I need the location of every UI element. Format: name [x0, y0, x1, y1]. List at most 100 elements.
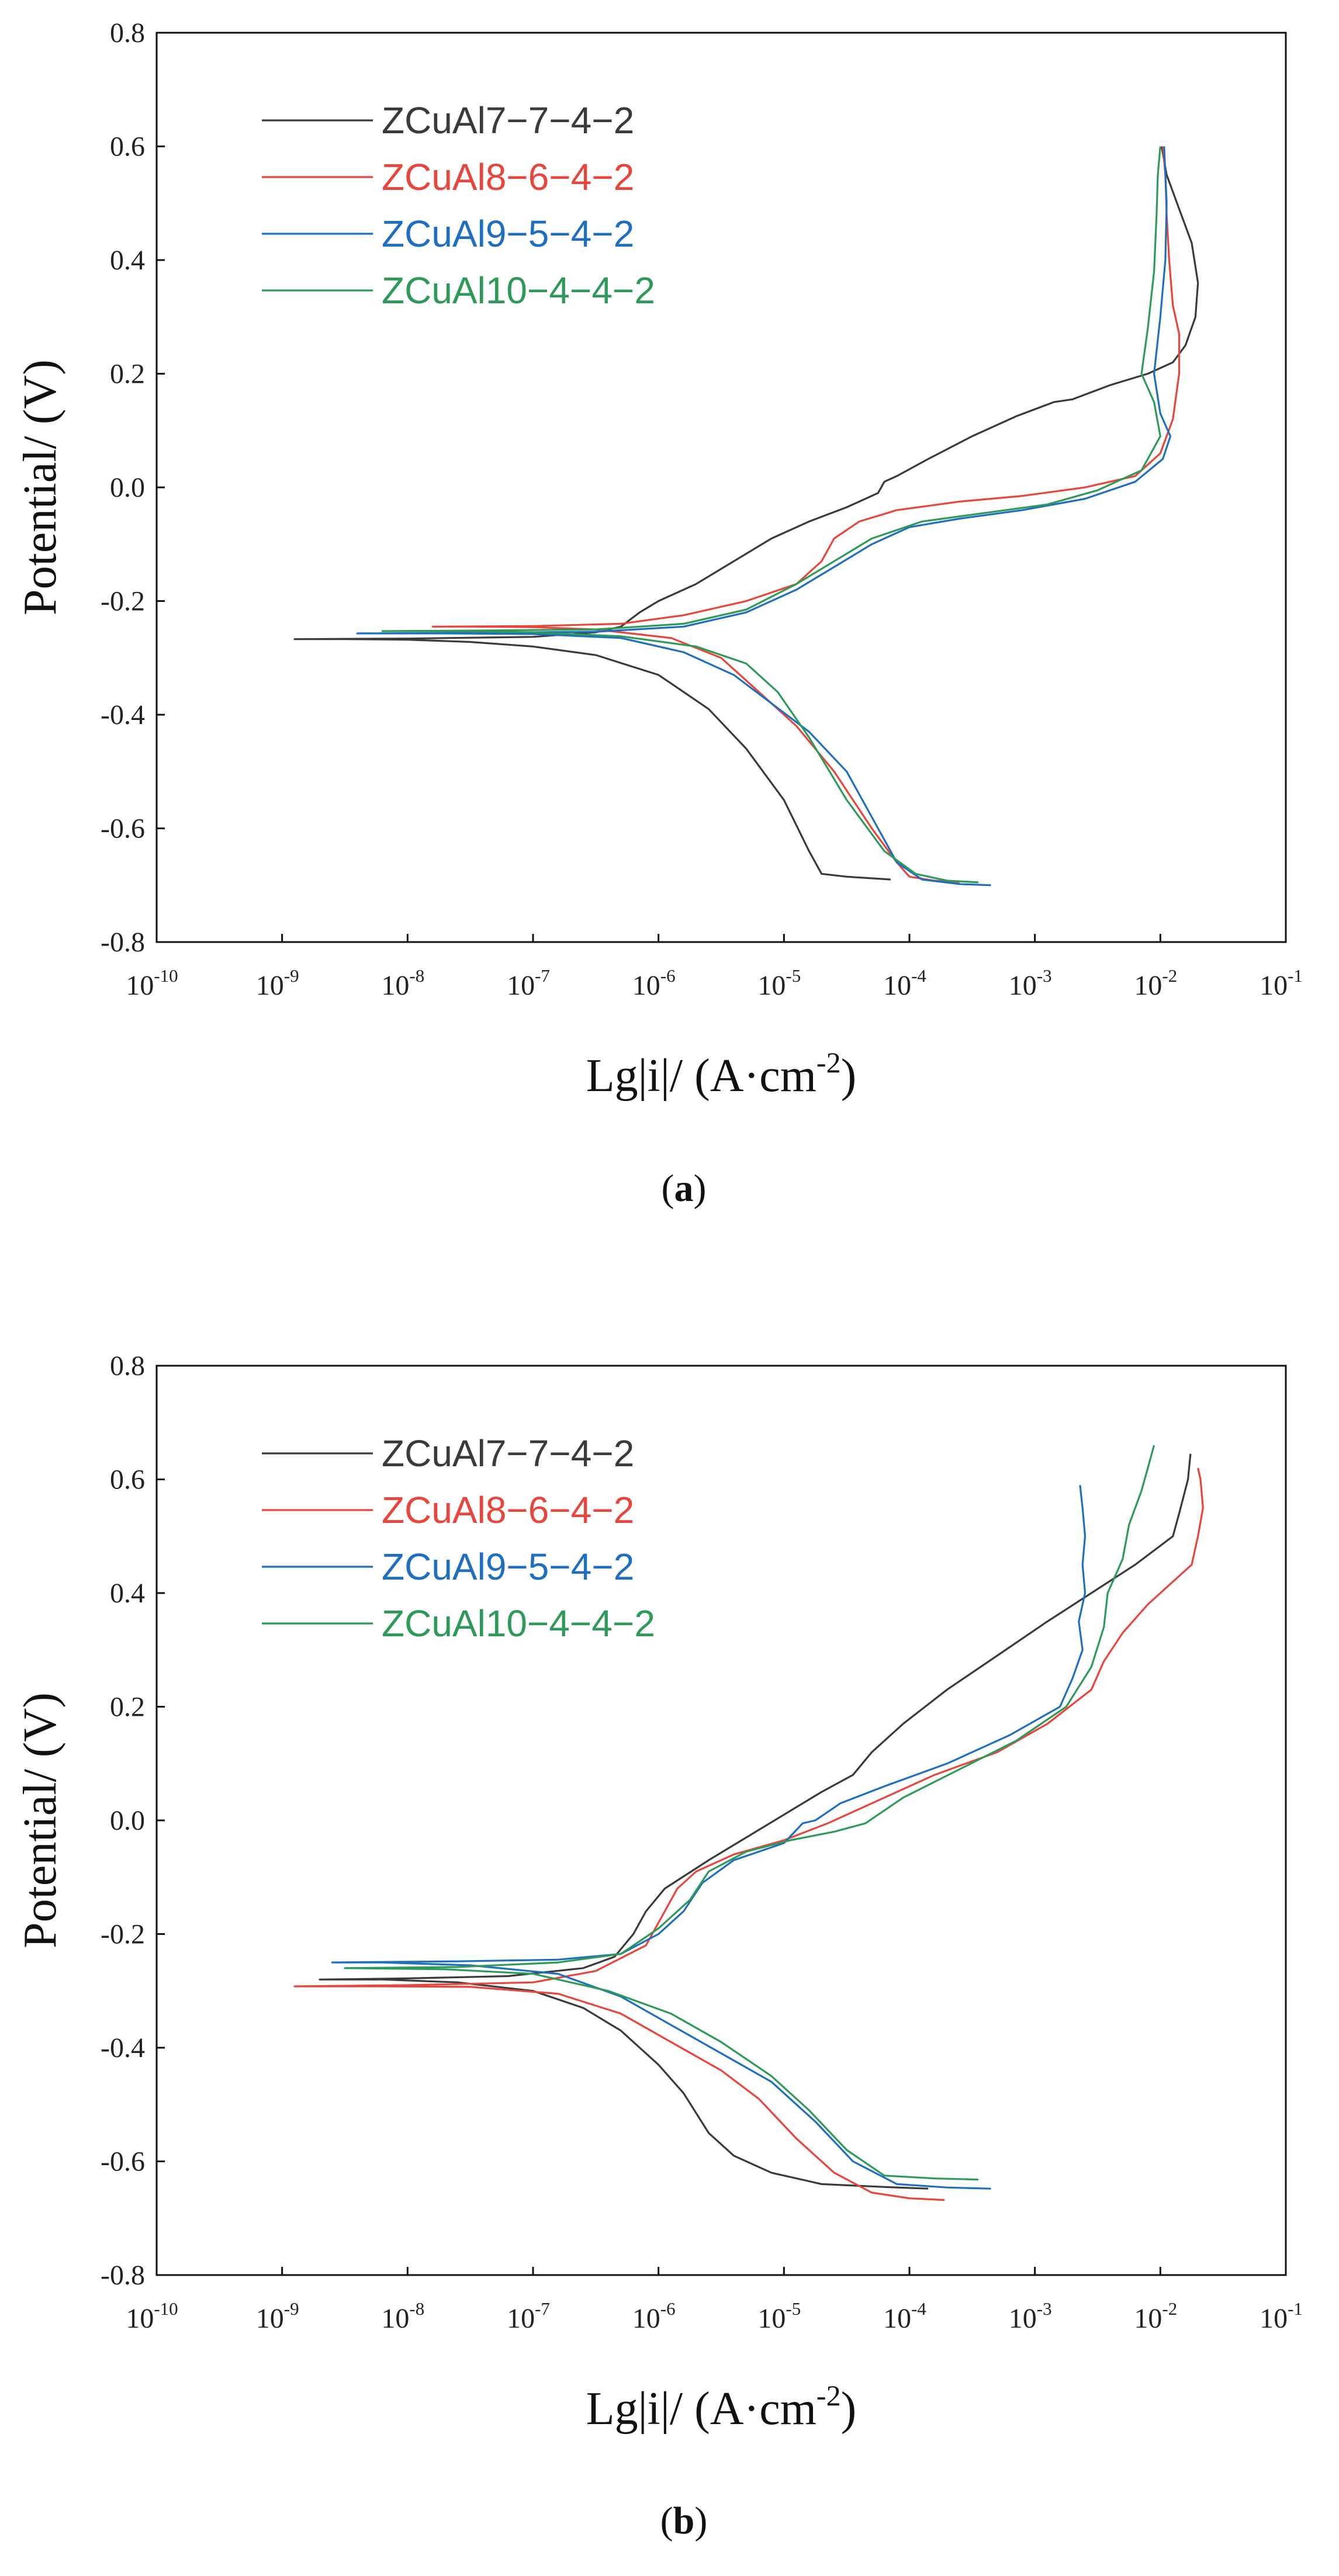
x-tick-label: 10-1 [1260, 965, 1303, 1001]
panel-label-b-close: ) [694, 2499, 707, 2542]
y-tick-label: 0.2 [110, 359, 145, 390]
x-tick-base: 10 [632, 970, 660, 1001]
x-tick-label: 10-2 [1134, 2298, 1177, 2334]
x-tick-exponent: -3 [1037, 2298, 1052, 2319]
x-tick-label: 10-5 [757, 965, 801, 1001]
x-tick-base: 10 [126, 970, 154, 1001]
series-line-4 [381, 146, 1161, 884]
series-line-3 [331, 1485, 1087, 2190]
y-axis-label: Potential/ (V) [15, 359, 66, 615]
y-tick-label: -0.8 [101, 2260, 145, 2291]
legend-label: ZCuAl10−4−4−2 [382, 269, 655, 311]
y-tick-label: 0.4 [110, 1578, 145, 1609]
x-tick-base: 10 [1009, 970, 1037, 1001]
x-tick-label: 10-9 [256, 2298, 299, 2334]
x-axis-label-main: Lg|i|/ (A·cm [586, 1050, 816, 1102]
x-axis-label-main: Lg|i|/ (A·cm [586, 2383, 816, 2435]
x-tick-label: 10-4 [883, 2298, 926, 2334]
x-tick-exponent: -3 [1037, 965, 1052, 986]
x-tick-base: 10 [632, 2303, 660, 2334]
panel-a: -0.8-0.6-0.4-0.20.00.20.40.60.810-10 10-9… [15, 18, 1303, 1102]
x-tick-base: 10 [126, 2303, 154, 2334]
x-tick-base: 10 [1260, 2303, 1288, 2334]
x-tick-label: 10-9 [256, 965, 299, 1001]
x-tick-exponent: -2 [1162, 965, 1177, 986]
legend-label: ZCuAl9−5−4−2 [382, 1546, 634, 1588]
series-line-2 [431, 146, 1181, 884]
x-tick-base: 10 [757, 2303, 786, 2334]
x-tick-label: 10-6 [632, 965, 676, 1001]
x-tick-exponent: -7 [535, 965, 550, 986]
x-tick-label: 10-10 [126, 2298, 178, 2334]
series-line-3 [356, 146, 1172, 887]
series-line-1 [293, 146, 1199, 881]
x-tick-base: 10 [757, 970, 786, 1001]
x-tick-exponent: -5 [786, 965, 801, 986]
y-tick-label: -0.4 [101, 2033, 145, 2063]
x-tick-label: 10-1 [1260, 2298, 1303, 2334]
x-tick-label: 10-6 [632, 2298, 676, 2334]
x-tick-exponent: -10 [154, 2298, 178, 2319]
x-tick-base: 10 [381, 970, 409, 1001]
plot-frame [155, 1365, 1287, 2276]
x-tick-exponent: -4 [911, 965, 926, 986]
x-tick-base: 10 [883, 2303, 911, 2334]
x-tick-exponent: -9 [284, 2298, 299, 2319]
y-tick-label: -0.2 [101, 1919, 145, 1950]
x-tick-exponent: -6 [660, 965, 676, 986]
x-tick-label: 10-8 [381, 2298, 424, 2334]
x-tick-label: 10-7 [507, 965, 550, 1001]
x-axis-label-close: ) [841, 2383, 857, 2435]
panel-label-b-open: ( [660, 2499, 673, 2542]
x-tick-exponent: -1 [1288, 2298, 1303, 2319]
series-line-2 [293, 1467, 1204, 2201]
legend-label: ZCuAl7−7−4−2 [382, 99, 634, 141]
y-tick-label: -0.4 [101, 700, 145, 730]
y-tick-label: 0.6 [110, 1464, 145, 1495]
x-axis-label: Lg|i|/ (A·cm-2) [586, 2379, 856, 2435]
x-tick-label: 10-4 [883, 965, 926, 1001]
y-axis-label: Potential/ (V) [15, 1692, 66, 1948]
legend-label: ZCuAl9−5−4−2 [382, 213, 634, 255]
x-tick-base: 10 [883, 970, 911, 1001]
y-tick-label: 0.6 [110, 131, 145, 162]
y-tick-label: -0.6 [101, 813, 145, 844]
x-tick-base: 10 [256, 970, 284, 1001]
x-tick-label: 10-7 [507, 2298, 550, 2334]
x-tick-exponent: -2 [1162, 2298, 1177, 2319]
x-tick-base: 10 [1134, 2303, 1162, 2334]
y-tick-label: -0.2 [101, 586, 145, 617]
panel-label-b: (b) [660, 2499, 708, 2542]
x-axis-label-sup: -2 [816, 1046, 841, 1079]
legend-label: ZCuAl8−6−4−2 [382, 156, 634, 198]
x-axis-label-close: ) [841, 1050, 857, 1102]
panel-label-a: (a) [662, 1167, 707, 1210]
x-tick-base: 10 [1009, 2303, 1037, 2334]
x-tick-label: 10-3 [1009, 965, 1052, 1001]
x-tick-exponent: -4 [911, 2298, 926, 2319]
y-tick-label: 0.2 [110, 1692, 145, 1723]
y-tick-label: -0.8 [101, 927, 145, 958]
x-axis-label-sup: -2 [816, 2379, 841, 2412]
x-tick-exponent: -1 [1288, 965, 1303, 986]
x-tick-exponent: -9 [284, 965, 299, 986]
panel-label-b-letter: b [673, 2499, 695, 2542]
y-tick-label: 0.0 [110, 472, 145, 503]
x-tick-base: 10 [381, 2303, 409, 2334]
x-tick-label: 10-2 [1134, 965, 1177, 1001]
x-tick-base: 10 [1260, 970, 1288, 1001]
y-tick-label: 0.4 [110, 245, 145, 276]
x-tick-exponent: -7 [535, 2298, 550, 2319]
y-tick-label: -0.6 [101, 2146, 145, 2177]
x-tick-exponent: -5 [786, 2298, 801, 2319]
x-tick-base: 10 [507, 970, 535, 1001]
x-tick-base: 10 [1134, 970, 1162, 1001]
series-line-4 [344, 1445, 1155, 2181]
y-tick-label: 0.8 [110, 1351, 145, 1382]
legend-label: ZCuAl7−7−4−2 [382, 1432, 634, 1474]
y-tick-label: 0.0 [110, 1805, 145, 1836]
panel-label-a-close: ) [694, 1167, 707, 1210]
y-tick-label: 0.8 [110, 18, 145, 49]
panel-label-a-letter: a [674, 1167, 694, 1210]
